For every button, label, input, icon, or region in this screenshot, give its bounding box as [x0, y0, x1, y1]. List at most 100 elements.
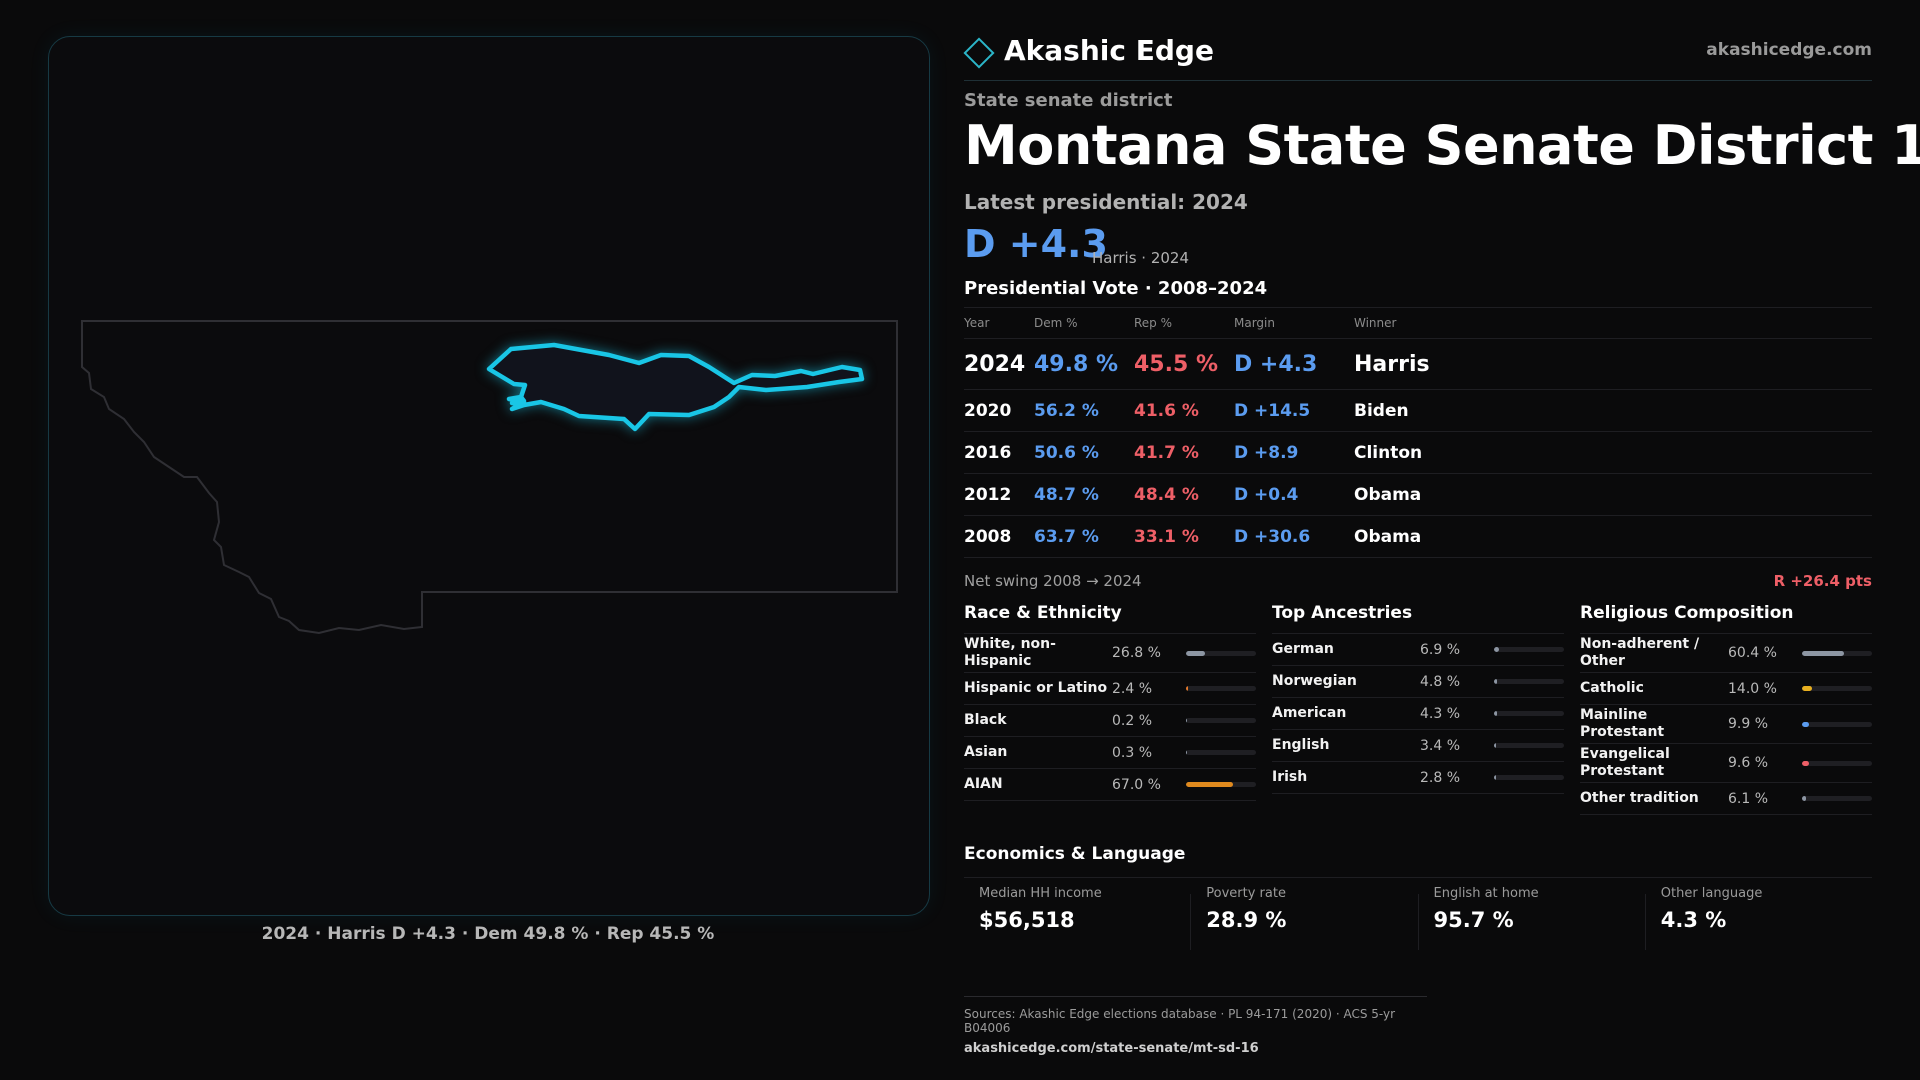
net-swing-label: Net swing 2008 → 2024	[964, 572, 1142, 590]
page-url-link[interactable]: akashicedge.com/state-senate/mt-sd-16	[964, 1041, 1259, 1056]
race-label: AIAN	[964, 776, 1003, 792]
race-label: Black	[964, 712, 1007, 728]
religion-bar	[1802, 650, 1872, 656]
religion-bar-fill	[1802, 686, 1812, 691]
religion-row[interactable]: Evangelical Protestant 9.6 %	[1580, 744, 1872, 783]
brand-name: Akashic Edge	[1004, 34, 1214, 67]
ancestry-bar	[1494, 679, 1564, 684]
religion-percent: 6.1 %	[1728, 790, 1769, 807]
stat-label: Other language	[1660, 886, 1763, 901]
race-list: White, non-Hispanic 26.8 % Hispanic or Lat…	[964, 634, 1256, 801]
margin-cell: D +8.9	[1234, 431, 1354, 474]
religion-section: Religious Composition Non-adherent / Oth…	[1580, 603, 1872, 815]
winner-cell: Biden	[1354, 389, 1872, 432]
race-bar-fill	[1186, 686, 1188, 691]
ancestry-percent: 3.4 %	[1420, 737, 1461, 754]
table-row[interactable]: 2020 56.2 % 41.6 % D +14.5 Biden	[964, 389, 1872, 432]
ancestry-row[interactable]: Norwegian 4.8 %	[1272, 666, 1564, 698]
dem-cell: 50.6 %	[1034, 431, 1134, 474]
ancestry-bar-fill	[1494, 711, 1497, 716]
race-bar	[1186, 686, 1256, 691]
religion-percent: 9.6 %	[1728, 755, 1769, 771]
race-percent: 67.0 %	[1112, 776, 1161, 793]
ancestry-label: German	[1272, 641, 1334, 657]
brand[interactable]: Akashic Edge	[963, 34, 1214, 69]
race-percent: 0.3 %	[1112, 744, 1153, 761]
vote-table: Year Dem % Rep % Margin Winner 2024 49.8…	[964, 307, 1872, 558]
sources-footer: Sources: Akashic Edge elections database…	[964, 996, 1427, 1056]
col-margin: Margin	[1234, 307, 1354, 339]
race-row[interactable]: Hispanic or Latino 2.4 %	[964, 673, 1256, 705]
headline-margin: D +4.3	[964, 222, 1108, 266]
map-panel[interactable]	[48, 36, 930, 916]
ancestry-bar-fill	[1494, 775, 1496, 780]
dem-cell: 49.8 %	[1034, 338, 1134, 390]
religion-row[interactable]: Catholic 14.0 %	[1580, 673, 1872, 705]
economics-title: Economics & Language	[964, 844, 1186, 864]
stat-label: Median HH income	[979, 886, 1102, 901]
ancestry-bar	[1494, 743, 1564, 748]
race-percent: 0.2 %	[1112, 712, 1153, 729]
ancestry-bar-fill	[1494, 647, 1499, 652]
diamond-logo-icon	[963, 36, 995, 69]
col-rep: Rep %	[1134, 307, 1234, 339]
ancestry-bar-fill	[1494, 743, 1497, 748]
state-outline	[81, 320, 898, 635]
ancestry-row[interactable]: English 3.4 %	[1272, 730, 1564, 762]
district-map[interactable]	[49, 37, 929, 915]
ancestry-list: German 6.9 % Norwegian 4.8 % American 4.3 % En…	[1272, 634, 1564, 794]
religion-label: Mainline Protestant	[1580, 707, 1665, 740]
table-row[interactable]: 2008 63.7 % 33.1 % D +30.6 Obama	[964, 515, 1872, 558]
religion-label: Evangelical Protestant	[1580, 746, 1670, 779]
ancestry-bar-fill	[1494, 679, 1498, 684]
latest-presidential: Latest presidential: 2024	[964, 190, 1248, 214]
ancestry-row[interactable]: Irish 2.8 %	[1272, 762, 1564, 794]
race-row[interactable]: Black 0.2 %	[964, 705, 1256, 737]
col-year: Year	[964, 307, 1034, 339]
table-row[interactable]: 2016 50.6 % 41.7 % D +8.9 Clinton	[964, 431, 1872, 474]
religion-row[interactable]: Mainline Protestant 9.9 %	[1580, 705, 1872, 744]
table-row[interactable]: 2012 48.7 % 48.4 % D +0.4 Obama	[964, 473, 1872, 516]
stat-label: English at home	[1433, 886, 1539, 901]
religion-label: Other tradition	[1580, 790, 1699, 806]
ancestry-row[interactable]: German 6.9 %	[1272, 634, 1564, 666]
winner-cell: Harris	[1354, 338, 1872, 390]
ancestry-section: Top Ancestries German 6.9 % Norwegian 4.8 %…	[1272, 603, 1564, 794]
race-row[interactable]: AIAN 67.0 %	[964, 769, 1256, 801]
race-row[interactable]: White, non-Hispanic 26.8 %	[964, 634, 1256, 673]
religion-list: Non-adherent / Other 60.4 % Catholic 14.0 %…	[1580, 634, 1872, 815]
year-cell: 2012	[964, 473, 1034, 516]
year-cell: 2024	[964, 338, 1034, 390]
rep-cell: 41.6 %	[1134, 389, 1234, 432]
dem-cell: 63.7 %	[1034, 515, 1134, 558]
ancestry-row[interactable]: American 4.3 %	[1272, 698, 1564, 730]
rep-cell: 45.5 %	[1134, 338, 1234, 390]
site-link[interactable]: akashicedge.com	[1706, 40, 1872, 60]
race-row[interactable]: Asian 0.3 %	[964, 737, 1256, 769]
year-cell: 2016	[964, 431, 1034, 474]
religion-bar	[1802, 760, 1872, 766]
religion-row[interactable]: Other tradition 6.1 %	[1580, 783, 1872, 815]
district-type: State senate district	[964, 90, 1173, 111]
margin-cell: D +14.5	[1234, 389, 1354, 432]
religion-bar-fill	[1802, 650, 1845, 656]
race-bar-fill	[1186, 718, 1188, 723]
religion-bar	[1802, 721, 1872, 727]
religion-bar-fill	[1802, 721, 1809, 727]
ancestry-percent: 2.8 %	[1420, 769, 1461, 786]
stat-value: $56,518	[979, 908, 1075, 932]
stat-label: Poverty rate	[1206, 886, 1286, 901]
net-swing-value: R +26.4 pts	[1773, 572, 1872, 590]
race-title: Race & Ethnicity	[964, 603, 1256, 634]
rep-cell: 33.1 %	[1134, 515, 1234, 558]
religion-row[interactable]: Non-adherent / Other 60.4 %	[1580, 634, 1872, 673]
table-row[interactable]: 2024 49.8 % 45.5 % D +4.3 Harris	[964, 338, 1872, 390]
race-label: Asian	[964, 744, 1008, 760]
ancestry-bar	[1494, 647, 1564, 652]
vote-table-title: Presidential Vote · 2008–2024	[964, 278, 1268, 299]
race-percent: 26.8 %	[1112, 645, 1161, 661]
race-bar	[1186, 718, 1256, 723]
district-16-shape[interactable]	[486, 342, 865, 432]
religion-percent: 14.0 %	[1728, 680, 1777, 697]
ancestry-bar	[1494, 775, 1564, 780]
